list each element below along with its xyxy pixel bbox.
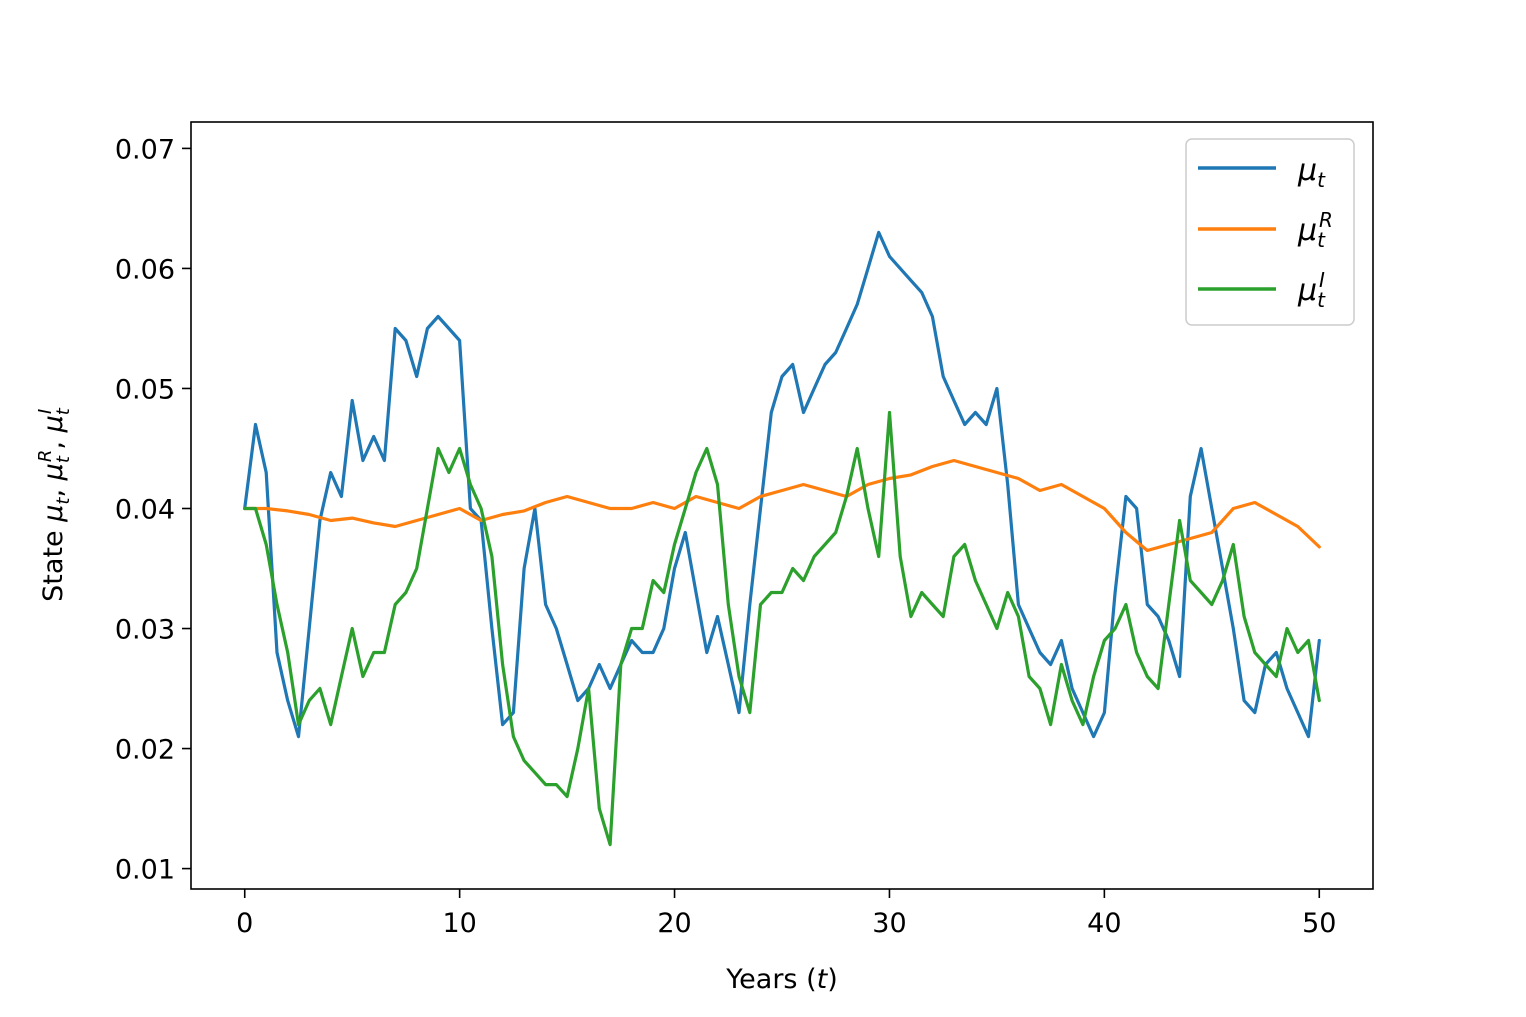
- legend-box: [1185, 138, 1355, 326]
- series-line-1: [243, 230, 1321, 739]
- y-tick-label: 0.03: [115, 615, 175, 646]
- y-tick-label: 0.05: [115, 374, 175, 405]
- x-tick-label: 40: [1087, 908, 1121, 939]
- legend: μt μtR μtI: [1185, 138, 1355, 326]
- x-tick-label: 0: [236, 908, 253, 939]
- x-tick-label: 20: [657, 908, 691, 939]
- x-axis-label: Years (t): [725, 964, 838, 995]
- series-line-3: [243, 410, 1321, 847]
- axis-ticks: 0 10 20 30 40 50 0.01 0.02 0.03 0.04 0.05 0.06 0.07: [115, 134, 1337, 939]
- plot-frame: [190, 121, 1374, 890]
- y-tick-label: 0.04: [115, 495, 175, 526]
- y-tick-label: 0.02: [115, 735, 175, 766]
- legend-label-mu-i: μtI: [1297, 268, 1326, 312]
- y-tick-label: 0.01: [115, 855, 175, 886]
- x-tick-label: 30: [872, 908, 906, 939]
- plot-area: [243, 230, 1321, 847]
- x-tick-label: 10: [442, 908, 476, 939]
- x-tick-label: 50: [1302, 908, 1336, 939]
- y-tick-label: 0.06: [115, 254, 175, 285]
- series-line-2: [243, 458, 1321, 553]
- y-tick-label: 0.07: [115, 134, 175, 165]
